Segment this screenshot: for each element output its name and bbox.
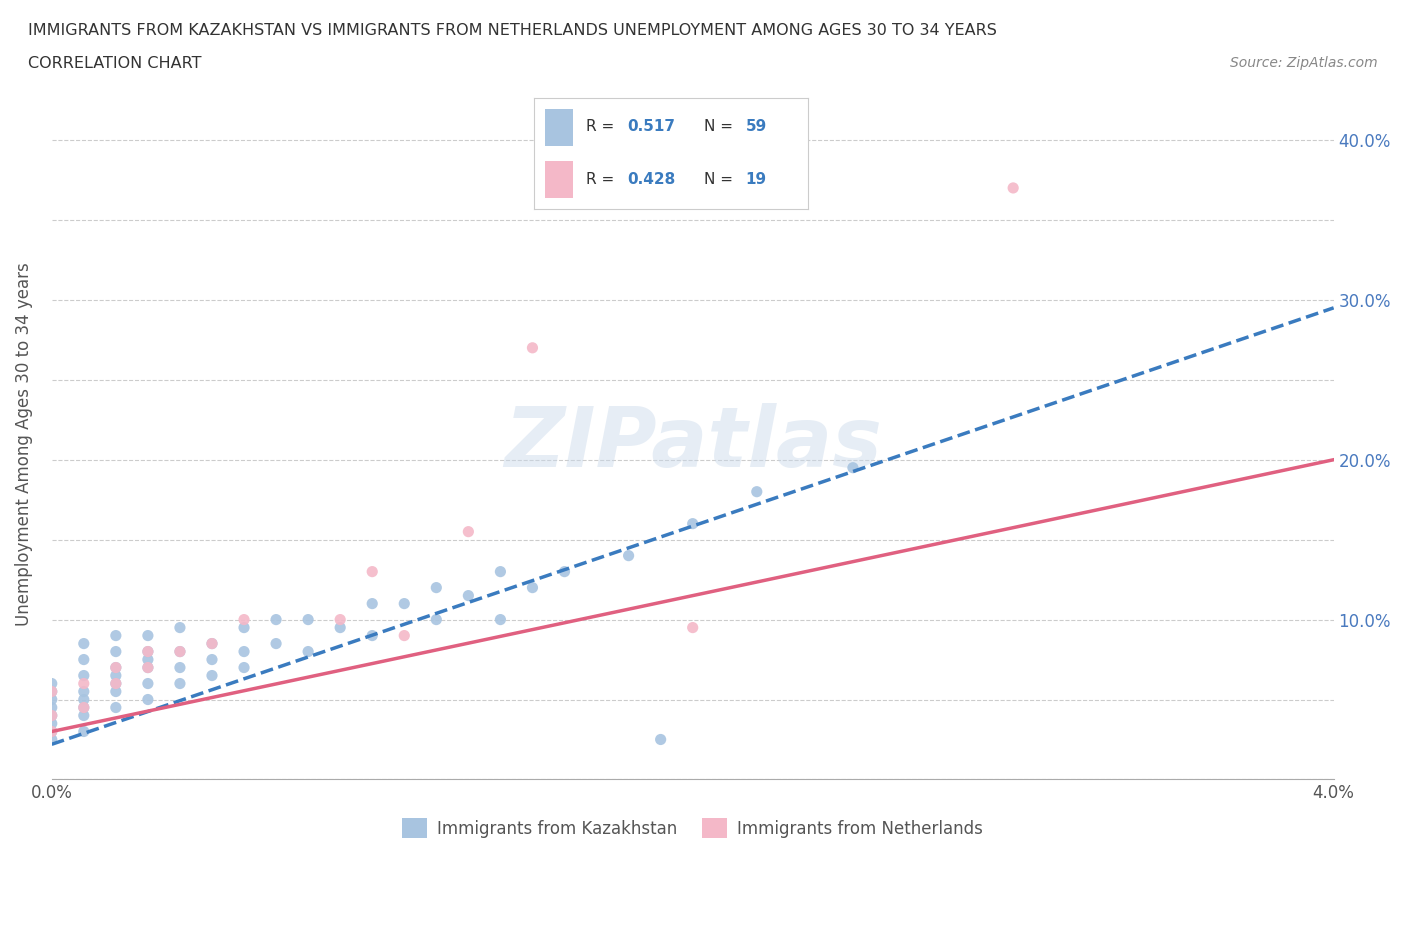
Text: ZIPatlas: ZIPatlas [503,404,882,485]
Point [104,660,127,675]
Point [136,676,159,691]
Point [297,612,319,627]
Point [136,644,159,659]
Text: R =: R = [586,172,620,187]
Point [136,644,159,659]
Point [169,644,191,659]
Point [457,525,479,539]
Point [201,636,224,651]
Point [361,596,384,611]
Point [41,692,63,707]
Y-axis label: Unemployment Among Ages 30 to 34 years: Unemployment Among Ages 30 to 34 years [15,262,32,626]
Point [617,548,640,563]
Point [522,340,544,355]
FancyBboxPatch shape [546,109,572,146]
Point [297,644,319,659]
Text: R =: R = [586,119,620,134]
Point [73,684,96,699]
Point [201,668,224,683]
Text: 59: 59 [745,119,766,134]
Point [136,652,159,667]
Text: 0.428: 0.428 [627,172,676,187]
Text: 19: 19 [745,172,766,187]
Point [136,692,159,707]
Point [329,612,352,627]
Point [104,676,127,691]
Point [104,684,127,699]
Point [104,668,127,683]
Text: Source: ZipAtlas.com: Source: ZipAtlas.com [1230,56,1378,70]
Point [41,708,63,723]
Point [136,660,159,675]
Point [104,644,127,659]
Point [169,660,191,675]
Point [745,485,768,499]
Text: 0.517: 0.517 [627,119,675,134]
Point [73,636,96,651]
Point [73,692,96,707]
Point [233,660,256,675]
Point [1002,180,1025,195]
Point [425,612,447,627]
Text: CORRELATION CHART: CORRELATION CHART [28,56,201,71]
Point [41,724,63,739]
Point [682,516,704,531]
Point [394,628,416,643]
Point [73,676,96,691]
Point [104,660,127,675]
Point [201,652,224,667]
Point [233,620,256,635]
Text: N =: N = [704,119,738,134]
Point [394,596,416,611]
Point [73,652,96,667]
Point [73,668,96,683]
Point [41,700,63,715]
Point [41,684,63,699]
Point [489,612,512,627]
FancyBboxPatch shape [546,161,572,198]
Point [457,588,479,603]
Point [522,580,544,595]
Point [73,724,96,739]
Point [104,628,127,643]
Point [41,716,63,731]
Point [41,724,63,739]
Point [41,732,63,747]
Point [73,708,96,723]
Point [361,565,384,579]
Point [233,612,256,627]
Point [233,644,256,659]
Point [73,700,96,715]
Point [41,676,63,691]
Point [169,644,191,659]
Point [201,636,224,651]
Point [264,612,287,627]
Legend: Immigrants from Kazakhstan, Immigrants from Netherlands: Immigrants from Kazakhstan, Immigrants f… [395,811,990,845]
Text: N =: N = [704,172,738,187]
Point [842,460,865,475]
Point [104,676,127,691]
Point [136,628,159,643]
Point [553,565,575,579]
Point [169,620,191,635]
Point [169,676,191,691]
Point [41,708,63,723]
Point [329,620,352,635]
Point [136,660,159,675]
Point [361,628,384,643]
Text: IMMIGRANTS FROM KAZAKHSTAN VS IMMIGRANTS FROM NETHERLANDS UNEMPLOYMENT AMONG AGE: IMMIGRANTS FROM KAZAKHSTAN VS IMMIGRANTS… [28,23,997,38]
Point [264,636,287,651]
Point [41,684,63,699]
Point [73,700,96,715]
Point [650,732,672,747]
Point [425,580,447,595]
Point [104,700,127,715]
Point [682,620,704,635]
Point [489,565,512,579]
